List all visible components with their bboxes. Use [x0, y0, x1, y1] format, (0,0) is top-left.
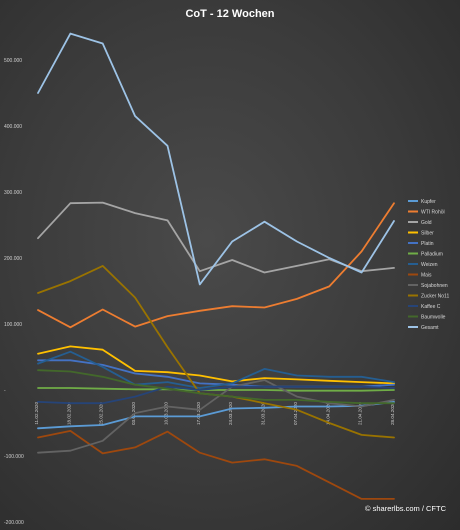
x-tick-label: 10.03.2020 — [163, 402, 168, 425]
x-tick-label: 18.02.2020 — [66, 402, 71, 425]
x-tick-label: 25.02.2020 — [99, 402, 104, 425]
x-tick-label: 11.02.2020 — [34, 402, 39, 425]
y-tick-label: 500.000 — [4, 58, 22, 64]
series-line-palladium — [37, 387, 395, 392]
y-axis: -200.000-100.000-100.000200.000300.00040… — [4, 58, 24, 526]
legend-label: Sojabohnen — [421, 283, 448, 289]
series-line-sojabohnen — [37, 379, 395, 454]
series-line-platin — [37, 359, 395, 388]
y-tick-label: 100.000 — [4, 322, 22, 328]
legend-label: Weizen — [421, 262, 438, 268]
legend-label: Gesamt — [421, 325, 439, 331]
x-tick-label: 28.04.2020 — [390, 402, 395, 425]
x-tick-label: 17.03.2020 — [196, 402, 201, 425]
legend-label: Kupfer — [421, 199, 436, 205]
series-line-gesamt — [37, 32, 395, 286]
legend-label: Gold — [421, 220, 432, 226]
series-line-kaffee-c — [37, 385, 395, 405]
series-line-mais — [37, 429, 395, 500]
x-tick-label: 31.03.2020 — [261, 402, 266, 425]
series-line-wti-roh-l — [37, 202, 395, 329]
x-tick-label: 24.03.2020 — [228, 402, 233, 425]
y-tick-label: -200.000 — [4, 520, 24, 526]
chart-title: CoT - 12 Wochen — [185, 8, 274, 20]
legend-label: Palladium — [421, 251, 443, 257]
series-line-weizen — [37, 350, 395, 389]
plot-area — [37, 32, 395, 500]
y-tick-label: - — [4, 388, 6, 394]
legend-label: Mais — [421, 272, 432, 278]
y-tick-label: -100.000 — [4, 454, 24, 460]
legend-label: Kaffee C — [421, 304, 441, 310]
legend: Kupfer WTI Rohöl Gold Silber Platin Palladium… — [408, 199, 449, 331]
y-tick-label: 400.000 — [4, 124, 22, 130]
legend-label: Baumwolle — [421, 314, 446, 320]
series-line-silber — [37, 345, 395, 385]
x-tick-label: 14.04.2020 — [325, 402, 330, 425]
source-credit: © sharerlbs.com / CFTC — [365, 504, 447, 513]
legend-label: Platin — [421, 241, 434, 247]
y-tick-label: 200.000 — [4, 256, 22, 262]
legend-label: Zucker No11 — [421, 293, 449, 299]
legend-label: WTI Rohöl — [421, 209, 445, 215]
y-tick-label: 300.000 — [4, 190, 22, 196]
series-line-kupfer — [37, 400, 395, 430]
x-tick-label: 21.04.2020 — [358, 402, 363, 425]
legend-label: Silber — [421, 230, 434, 236]
x-tick-label: 07.04.2020 — [293, 402, 298, 425]
series-line-baumwolle — [37, 369, 395, 405]
